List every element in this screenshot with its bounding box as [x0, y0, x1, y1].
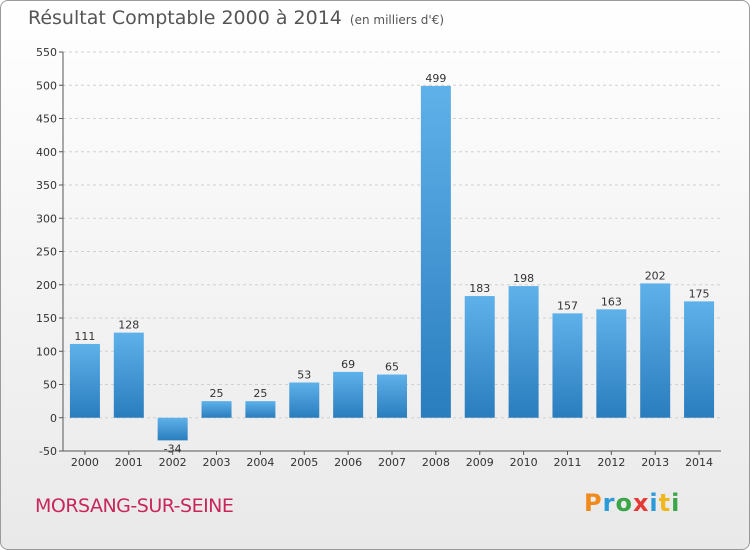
chart-unit: (en milliers d'€): [349, 13, 445, 27]
x-tick-label: 2007: [378, 456, 406, 469]
bar: [377, 374, 407, 418]
y-tick-label: 0: [50, 412, 57, 425]
y-tick-label: 200: [36, 279, 57, 292]
y-tick-label: 100: [36, 345, 57, 358]
bar: [596, 309, 627, 418]
value-label: 25: [210, 387, 224, 400]
bar: [552, 313, 583, 418]
x-tick-label: 2004: [246, 456, 274, 469]
bar: [333, 371, 364, 418]
proxiti-logo: Proxiti: [584, 489, 680, 517]
bar: [420, 85, 451, 418]
bar: [508, 286, 539, 418]
x-tick-label: 2000: [71, 456, 99, 469]
bar: [640, 283, 671, 418]
y-tick-label: -50: [39, 445, 57, 458]
chart-title: Résultat Comptable 2000 à 2014 (en millie…: [28, 7, 444, 29]
bar: [289, 382, 320, 418]
value-label: 25: [253, 387, 267, 400]
logo-letter: i: [671, 489, 681, 517]
y-tick-label: 250: [36, 246, 57, 259]
value-label: 53: [297, 369, 311, 382]
value-label: 157: [557, 299, 578, 312]
y-tick-label: 500: [36, 79, 57, 92]
y-tick-label: 300: [36, 212, 57, 225]
y-tick-label: 400: [36, 146, 57, 159]
value-label: 183: [469, 282, 490, 295]
x-tick-label: 2008: [422, 456, 450, 469]
value-label: 499: [425, 72, 446, 85]
value-label: 202: [645, 269, 666, 282]
bar: [684, 301, 715, 418]
value-label: 198: [513, 272, 534, 285]
chart-title-text: Résultat Comptable 2000 à 2014: [28, 7, 342, 29]
value-label: 111: [74, 330, 95, 343]
x-tick-label: 2005: [290, 456, 318, 469]
y-tick-label: 50: [43, 379, 57, 392]
bar: [201, 401, 232, 418]
bar: [464, 296, 495, 418]
x-tick-label: 2014: [685, 456, 713, 469]
bar: [113, 332, 144, 418]
x-tick-label: 2010: [510, 456, 538, 469]
y-tick-label: 550: [36, 46, 57, 59]
logo-letter: o: [615, 489, 633, 517]
x-tick-label: 2012: [597, 456, 625, 469]
value-label: -34: [164, 442, 182, 455]
x-tick-label: 2011: [553, 456, 581, 469]
value-label: 128: [118, 319, 139, 332]
logo-letter: t: [658, 489, 672, 517]
x-tick-label: 2009: [466, 456, 494, 469]
logo-letter: P: [584, 489, 603, 517]
x-tick-label: 2006: [334, 456, 362, 469]
value-label: 163: [601, 295, 622, 308]
x-tick-label: 2001: [115, 456, 143, 469]
y-tick-label: 150: [36, 312, 57, 325]
x-tick-label: 2003: [203, 456, 231, 469]
y-tick-label: 450: [36, 113, 57, 126]
value-label: 65: [385, 361, 399, 374]
bar: [157, 417, 188, 441]
y-tick-label: 350: [36, 179, 57, 192]
commune-name: MORSANG-SUR-SEINE: [35, 495, 234, 517]
logo-letter: i: [649, 489, 659, 517]
logo-letter: r: [602, 489, 616, 517]
logo-letter: x: [632, 489, 650, 517]
bar: [245, 401, 276, 418]
x-tick-label: 2013: [641, 456, 669, 469]
value-label: 175: [689, 287, 710, 300]
value-label: 69: [341, 358, 355, 371]
x-tick-label: 2002: [159, 456, 187, 469]
bar: [69, 343, 100, 418]
